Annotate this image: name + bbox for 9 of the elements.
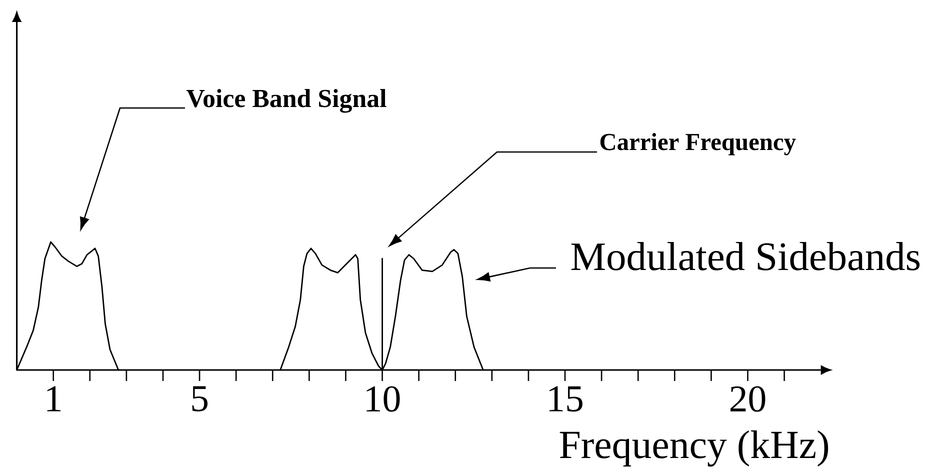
text: Voice Band Signal — [186, 89, 386, 113]
text: Carrier Frequency — [600, 133, 796, 156]
x-tick-label: 1 — [47, 386, 61, 412]
x-tick-label: 5 — [192, 386, 208, 412]
x-axis-title: Frequency (kHz) — [560, 430, 828, 467]
x-tick-label: 20 — [730, 386, 766, 412]
x-tick-label: 15 — [549, 386, 582, 412]
annotation: Modulated Sidebands — [571, 242, 920, 270]
x-tick-label: 10 — [366, 386, 400, 412]
